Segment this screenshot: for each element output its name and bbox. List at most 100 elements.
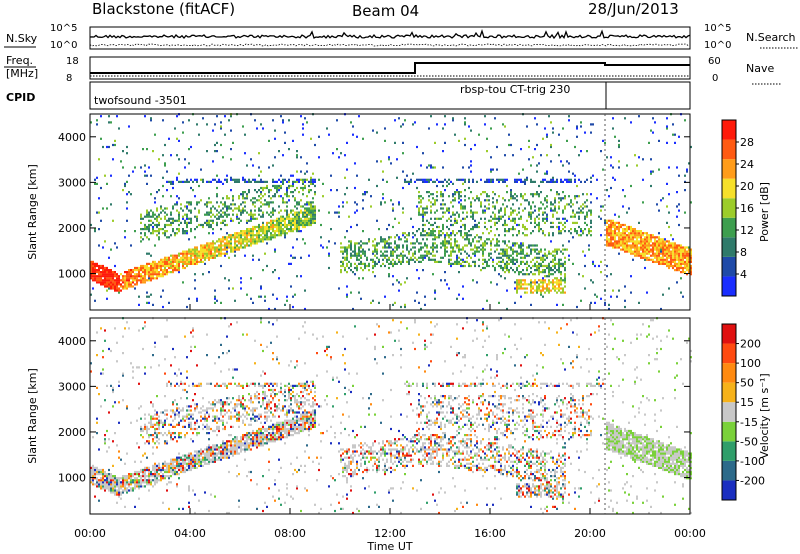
heatmap-cell	[172, 260, 174, 263]
heatmap-cell	[216, 240, 218, 243]
heatmap-cell	[310, 209, 312, 212]
heatmap-cell	[162, 273, 164, 276]
heatmap-cell	[476, 225, 478, 229]
heatmap-cell	[108, 145, 110, 149]
heatmap-cell	[246, 240, 248, 243]
heatmap-cell	[154, 409, 156, 412]
heatmap-cell	[492, 197, 494, 200]
heatmap-cell	[278, 184, 280, 188]
heatmap-cell	[112, 158, 114, 161]
heatmap-cell	[96, 211, 98, 214]
heatmap-cell	[218, 205, 220, 208]
heatmap-cell	[300, 156, 302, 159]
heatmap-cell	[98, 228, 100, 231]
heatmap-cell	[102, 349, 104, 353]
heatmap-cell	[152, 262, 154, 265]
heatmap-cell	[558, 266, 560, 270]
heatmap-cell	[152, 225, 154, 229]
heatmap-cell	[110, 485, 112, 488]
heatmap-cell	[690, 266, 692, 270]
heatmap-cell	[608, 242, 610, 245]
heatmap-cell	[222, 203, 224, 206]
heatmap-cell	[170, 460, 172, 463]
heatmap-cell	[140, 477, 142, 480]
heatmap-cell	[650, 258, 652, 261]
heatmap-cell	[122, 374, 124, 377]
heatmap-cell	[152, 466, 154, 469]
heatmap-cell	[156, 395, 158, 398]
heatmap-cell	[118, 450, 120, 453]
heatmap-cell	[204, 221, 206, 224]
heatmap-cell	[498, 215, 500, 218]
heatmap-cell	[164, 468, 166, 472]
heatmap-cell	[474, 219, 476, 222]
heatmap-cell	[644, 236, 646, 239]
heatmap-cell	[612, 234, 614, 237]
heatmap-cell	[168, 477, 170, 480]
heatmap-cell	[252, 230, 254, 233]
heatmap-cell	[448, 262, 450, 265]
heatmap-cell	[646, 246, 648, 249]
heatmap-cell	[590, 131, 592, 134]
heatmap-cell	[294, 225, 296, 229]
heatmap-cell	[668, 240, 670, 243]
heatmap-cell	[282, 217, 284, 220]
heatmap-cell	[200, 223, 202, 227]
heatmap-cell	[394, 262, 396, 265]
heatmap-cell	[196, 248, 198, 251]
heatmap-cell	[520, 244, 522, 247]
heatmap-cell	[556, 269, 558, 272]
heatmap-cell	[352, 250, 354, 253]
heatmap-cell	[126, 201, 128, 204]
heatmap-cell	[550, 203, 552, 206]
heatmap-cell	[634, 154, 636, 157]
heatmap-cell	[670, 256, 672, 259]
heatmap-cell	[158, 427, 160, 431]
heatmap-cell	[386, 240, 388, 243]
heatmap-cell	[506, 266, 508, 270]
heatmap-cell	[658, 209, 660, 212]
heatmap-cell	[98, 499, 100, 502]
heatmap-cell	[150, 481, 152, 484]
heatmap-cell	[190, 252, 192, 255]
heatmap-cell	[240, 240, 242, 243]
heatmap-cell	[292, 213, 294, 216]
heatmap-cell	[666, 250, 668, 253]
heatmap-cell	[686, 258, 688, 261]
heatmap-cell	[542, 281, 544, 284]
heatmap-cell	[252, 301, 254, 304]
heatmap-cell	[690, 252, 692, 255]
heatmap-cell	[306, 209, 308, 212]
heatmap-cell	[558, 230, 560, 233]
heatmap-cell	[304, 223, 306, 227]
station-title: Blackstone (fitACF)	[92, 0, 235, 18]
heatmap-cell	[160, 217, 162, 220]
heatmap-cell	[340, 152, 342, 155]
heatmap-cell	[526, 291, 528, 294]
heatmap-cell	[470, 201, 472, 204]
heatmap-cell	[170, 180, 172, 183]
heatmap-cell	[146, 301, 148, 304]
heatmap-cell	[208, 223, 210, 227]
heatmap-cell	[660, 252, 662, 255]
heatmap-cell	[496, 244, 498, 247]
heatmap-cell	[482, 242, 484, 245]
heatmap-cell	[202, 225, 204, 229]
heatmap-cell	[548, 180, 550, 183]
heatmap-cell	[176, 269, 178, 272]
heatmap-cell	[264, 230, 266, 233]
heatmap-cell	[504, 271, 506, 274]
heatmap-cell	[322, 195, 324, 198]
heatmap-cell	[636, 230, 638, 233]
heatmap-cell	[186, 258, 188, 261]
heatmap-cell	[614, 213, 616, 216]
heatmap-cell	[178, 213, 180, 216]
heatmap-cell	[670, 242, 672, 245]
heatmap-cell	[392, 252, 394, 255]
heatmap-cell	[144, 442, 146, 445]
heatmap-cell	[232, 209, 234, 212]
heatmap-cell	[578, 225, 580, 229]
heatmap-cell	[546, 254, 548, 257]
heatmap-cell	[634, 244, 636, 247]
heatmap-cell	[172, 262, 174, 265]
